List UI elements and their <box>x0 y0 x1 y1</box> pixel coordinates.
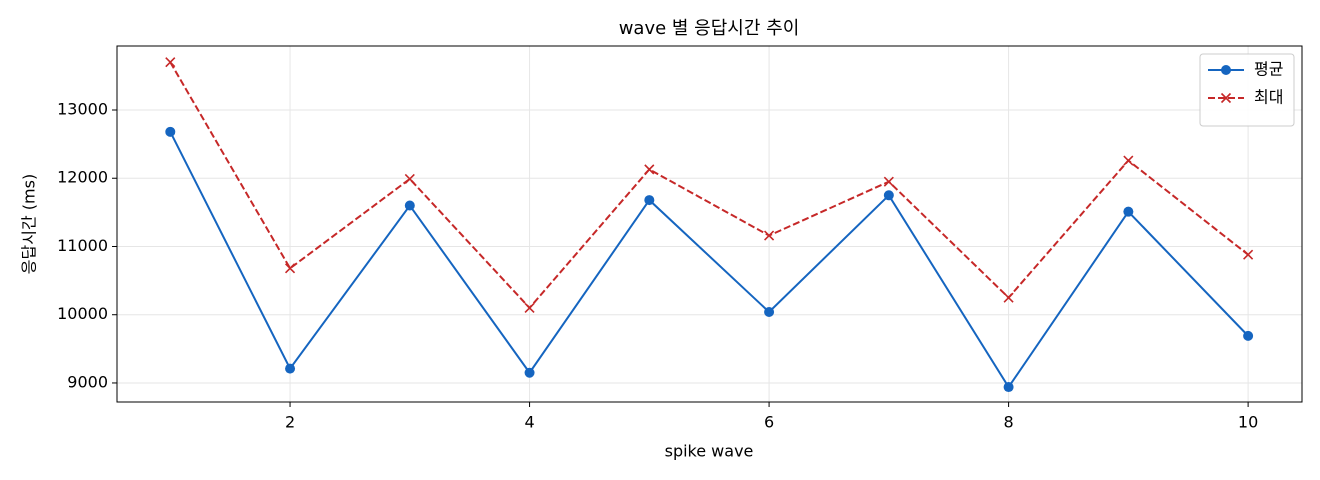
marker <box>764 306 775 317</box>
x-axis-label: spike wave <box>665 442 754 461</box>
marker <box>1123 206 1134 217</box>
x-tick-label: 10 <box>1238 413 1258 432</box>
y-tick-label: 9000 <box>67 372 108 391</box>
marker <box>764 230 775 241</box>
marker <box>1221 65 1231 75</box>
marker <box>1243 249 1254 260</box>
marker <box>883 190 894 201</box>
x-tick-label: 4 <box>524 413 534 432</box>
plot-frame <box>116 45 1303 403</box>
marker <box>1003 292 1014 303</box>
x-tick-label: 6 <box>764 413 774 432</box>
marker <box>285 363 296 374</box>
legend-label: 평균 <box>1254 60 1283 79</box>
y-tick-label: 10000 <box>57 304 108 323</box>
marker <box>404 200 415 211</box>
legend-label: 최대 <box>1254 88 1283 107</box>
x-tick-label: 8 <box>1004 413 1014 432</box>
marker <box>284 263 296 274</box>
marker <box>644 195 655 206</box>
chart-title: wave 별 응답시간 추이 <box>619 18 800 39</box>
y-axis-label: 응답시간 (ms) <box>20 174 39 274</box>
series-line <box>169 131 1249 389</box>
marker <box>644 164 655 175</box>
y-tick-label: 12000 <box>57 168 108 187</box>
y-tick-label: 11000 <box>57 236 108 255</box>
marker <box>524 302 535 313</box>
marker <box>1220 92 1232 104</box>
marker <box>1003 382 1014 393</box>
marker <box>1243 330 1254 341</box>
series-line <box>169 61 1249 310</box>
y-tick-label: 13000 <box>57 100 108 119</box>
x-tick-label: 2 <box>285 413 295 432</box>
marker <box>1123 155 1134 166</box>
marker <box>883 176 894 187</box>
marker <box>524 367 535 378</box>
marker <box>165 57 176 68</box>
marker <box>165 126 176 137</box>
marker <box>404 173 415 184</box>
